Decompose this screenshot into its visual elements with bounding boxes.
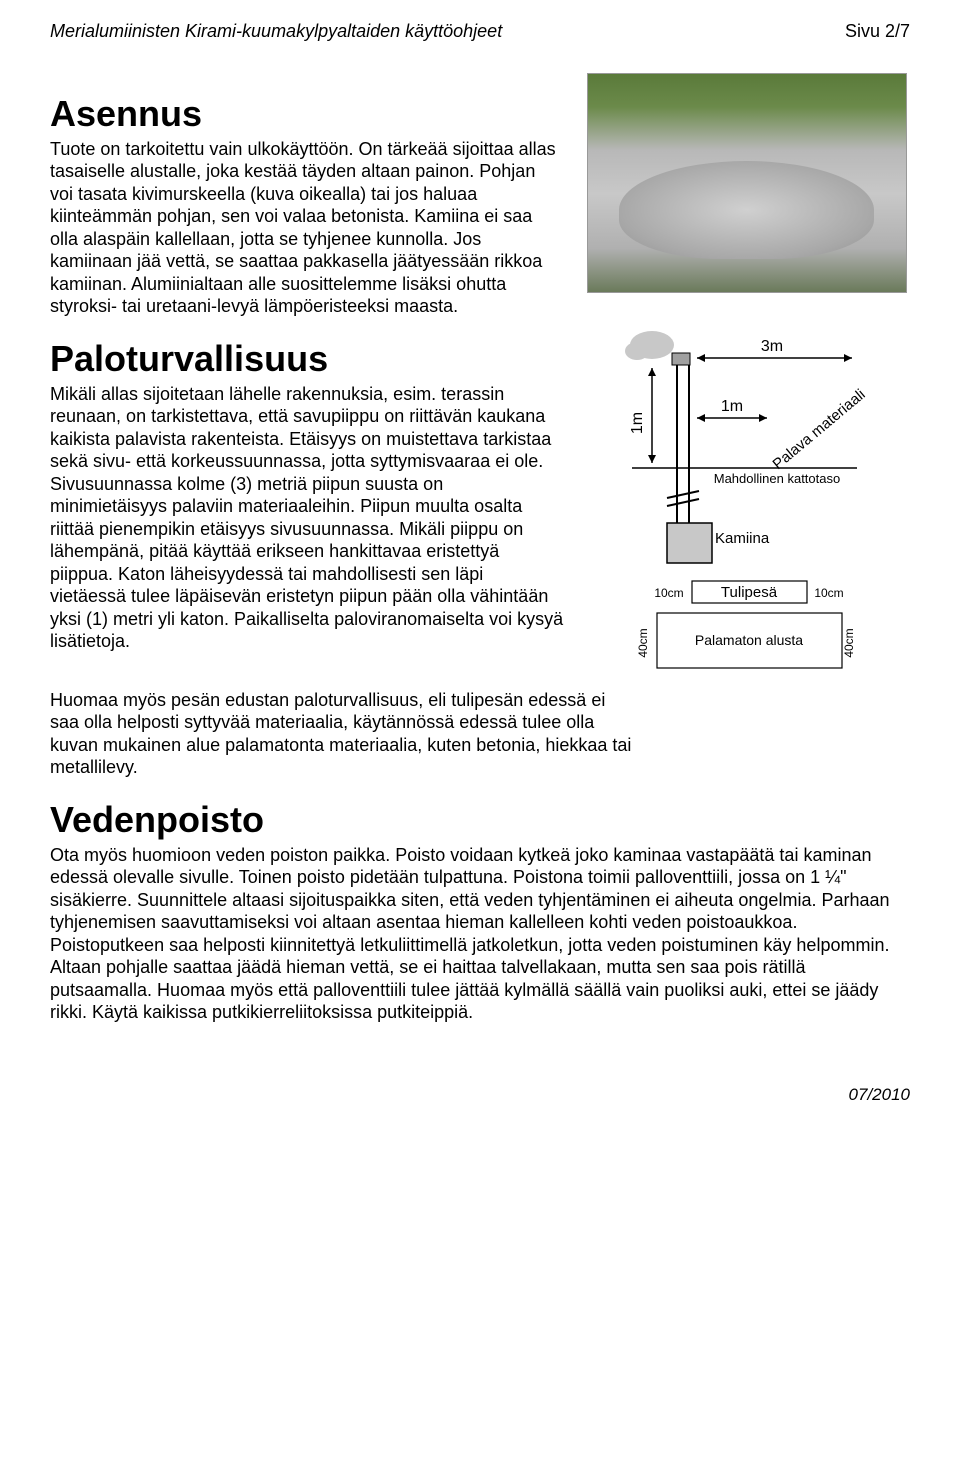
header-title: Merialumiinisten Kirami-kuumakylpyaltaid…: [50, 20, 502, 43]
heading-vedenpoisto: Vedenpoisto: [50, 797, 910, 842]
page-number: Sivu 2/7: [845, 20, 910, 43]
diagram-label-3m: 3m: [760, 338, 782, 355]
heading-paloturvallisuus: Paloturvallisuus: [50, 336, 563, 381]
gravel-photo: [587, 73, 907, 293]
diagram-label-40cm-r: 40cm: [842, 628, 856, 657]
body-paloturvallisuus-2: Huomaa myös pesän edustan paloturvallisu…: [50, 689, 635, 779]
page-header: Merialumiinisten Kirami-kuumakylpyaltaid…: [50, 20, 910, 43]
body-asennus: Tuote on tarkoitettu vain ulkokäyttöön. …: [50, 138, 563, 318]
body-vedenpoisto: Ota myös huomioon veden poiston paikka. …: [50, 844, 910, 1024]
diagram-label-tulipesa: Tulipesä: [721, 584, 778, 601]
diagram-label-40cm-l: 40cm: [636, 628, 650, 657]
heading-asennus: Asennus: [50, 91, 563, 136]
body-paloturvallisuus-1: Mikäli allas sijoitetaan lähelle rakennu…: [50, 383, 563, 653]
diagram-label-palamaton: Palamaton alusta: [695, 632, 803, 648]
diagram-label-katto: Mahdollinen kattotaso: [713, 471, 839, 486]
diagram-label-kamiina: Kamiina: [715, 530, 770, 547]
safety-diagram: 3m 1m 1m Palava materiaali Mahdollinen k…: [597, 323, 897, 683]
diagram-label-10cm-r: 10cm: [814, 586, 843, 600]
diagram-label-10cm-l: 10cm: [654, 586, 683, 600]
footer-date: 07/2010: [50, 1084, 910, 1105]
diagram-label-1m-h: 1m: [720, 398, 742, 415]
diagram-label-1m-v: 1m: [629, 411, 646, 433]
diagram-label-palava: Palava materiaali: [769, 386, 868, 473]
